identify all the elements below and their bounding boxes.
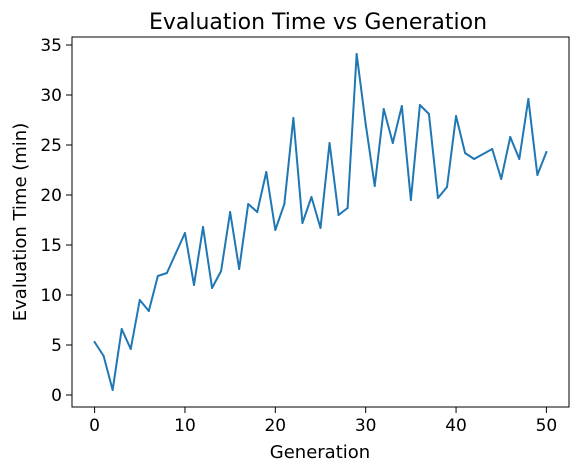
data-point [400, 105, 403, 107]
chart-title: Evaluation Time vs Generation [149, 10, 487, 35]
data-point [93, 341, 96, 343]
x-tick-label: 10 [174, 416, 196, 436]
x-tick-label: 40 [445, 416, 467, 436]
x-tick-label: 20 [264, 416, 286, 436]
data-point [120, 328, 123, 330]
y-tick-label: 0 [51, 386, 62, 406]
data-point [192, 284, 195, 286]
x-tick-label: 50 [536, 416, 558, 436]
data-point [491, 148, 494, 150]
data-point [545, 151, 548, 153]
data-point [355, 53, 358, 55]
data-point [518, 158, 521, 160]
y-axis-ticks: 0 5 10 15 20 25 30 35 [40, 36, 72, 406]
y-tick-label: 20 [40, 186, 62, 206]
data-point [301, 222, 304, 224]
data-point [446, 186, 449, 188]
data-point [256, 211, 259, 213]
data-point [337, 214, 340, 216]
x-tick-label: 30 [355, 416, 377, 436]
data-point [464, 152, 467, 154]
data-point [455, 115, 458, 117]
x-axis-ticks: 0 10 20 30 40 50 [89, 407, 557, 436]
data-point [391, 142, 394, 144]
data-point [319, 227, 322, 229]
data-point [138, 299, 141, 301]
data-point [536, 174, 539, 176]
x-axis-label: Generation [270, 442, 370, 463]
data-point [174, 252, 177, 254]
data-point [220, 270, 223, 272]
data-point [373, 185, 376, 187]
data-point [156, 275, 159, 277]
series-line [93, 53, 548, 391]
data-point [409, 199, 412, 201]
data-point [147, 310, 150, 312]
y-tick-label: 35 [40, 36, 62, 56]
y-tick-label: 10 [40, 286, 62, 306]
data-point [129, 348, 132, 350]
data-point [427, 113, 430, 115]
data-point [265, 171, 268, 173]
data-point [283, 203, 286, 205]
data-point [247, 203, 250, 205]
data-point [292, 117, 295, 119]
data-point [183, 232, 186, 234]
data-point [328, 142, 331, 144]
data-point [382, 108, 385, 110]
y-axis-label: Evaluation Time (min) [10, 123, 31, 321]
y-tick-label: 15 [40, 236, 62, 256]
data-point [346, 207, 349, 209]
data-point [274, 229, 277, 231]
data-point [229, 211, 232, 213]
data-point [165, 272, 168, 274]
y-tick-label: 5 [51, 336, 62, 356]
data-points [93, 53, 548, 391]
x-tick-label: 0 [89, 416, 100, 436]
data-point [527, 98, 530, 100]
data-point [202, 226, 205, 228]
data-point [436, 197, 439, 199]
y-tick-label: 25 [40, 136, 62, 156]
data-point [509, 136, 512, 138]
y-tick-label: 30 [40, 86, 62, 106]
plot-area: 0 10 20 30 40 50 0 5 10 15 20 25 30 35 [40, 36, 570, 436]
data-point [500, 178, 503, 180]
data-point [211, 287, 214, 289]
plot-frame [71, 36, 570, 408]
data-point [418, 104, 421, 106]
data-point [473, 158, 476, 160]
data-point [310, 196, 313, 198]
data-point [102, 355, 105, 357]
data-point [364, 123, 367, 125]
data-point [111, 389, 114, 391]
data-point [238, 268, 241, 270]
